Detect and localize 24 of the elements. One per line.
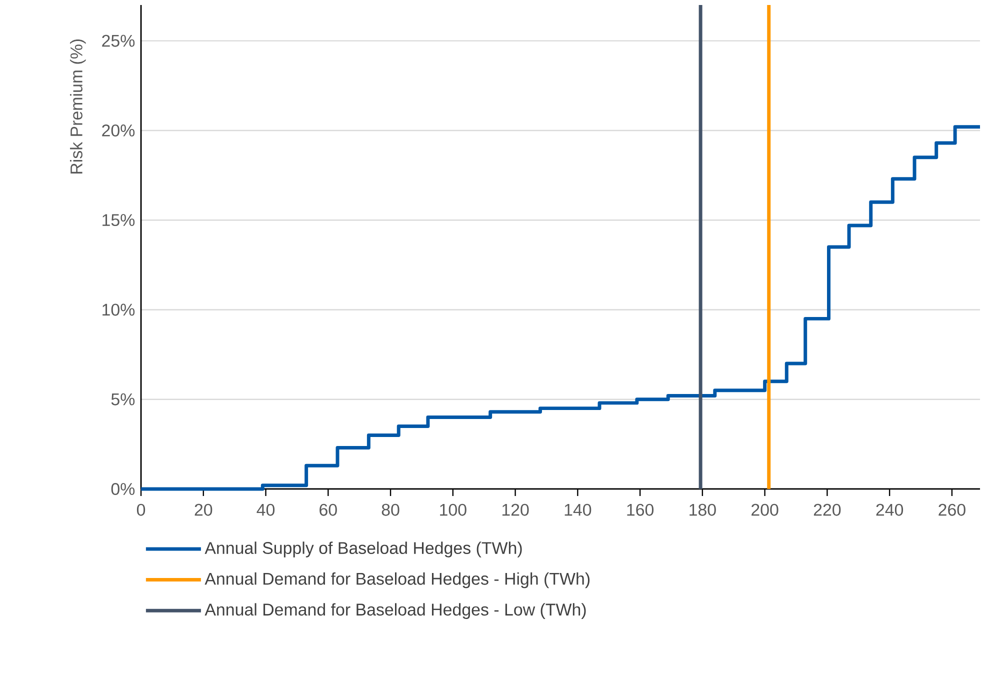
- x-tick-label: 260: [938, 504, 966, 516]
- x-tick-label: 100: [440, 504, 466, 516]
- x-tick-label: 120: [502, 504, 529, 516]
- x-tick-label: 220: [814, 504, 841, 516]
- legend-label: Annual Demand for Baseload Hedges - High (TWh): [204, 572, 590, 588]
- x-tick-label: 60: [320, 504, 337, 516]
- x-tick-label: 180: [690, 504, 716, 516]
- x-tick-label: 140: [564, 504, 592, 516]
- y-tick-label: 0%: [111, 482, 135, 495]
- x-tick-label: 160: [627, 504, 654, 516]
- x-tick-label: 0: [136, 504, 146, 516]
- y-tick-label: 25%: [102, 34, 135, 47]
- x-tick-label: 200: [752, 504, 778, 516]
- y-tick-label: 10%: [102, 304, 135, 316]
- y-tick-label: 20%: [102, 124, 135, 136]
- x-tick-label: 80: [382, 504, 400, 516]
- x-tick-label: 40: [256, 504, 275, 516]
- x-tick-label: 240: [876, 504, 904, 516]
- legend-label: Annual Supply of Baseload Hedges (TWh): [204, 542, 522, 558]
- y-axis-title: Risk Premium (%): [70, 39, 86, 174]
- legend-label: Annual Demand for Baseload Hedges - Low (TWh): [204, 603, 586, 619]
- x-tick-label: 20: [194, 504, 212, 516]
- y-tick-label: 5%: [111, 393, 135, 406]
- y-tick-label: 15%: [102, 214, 135, 226]
